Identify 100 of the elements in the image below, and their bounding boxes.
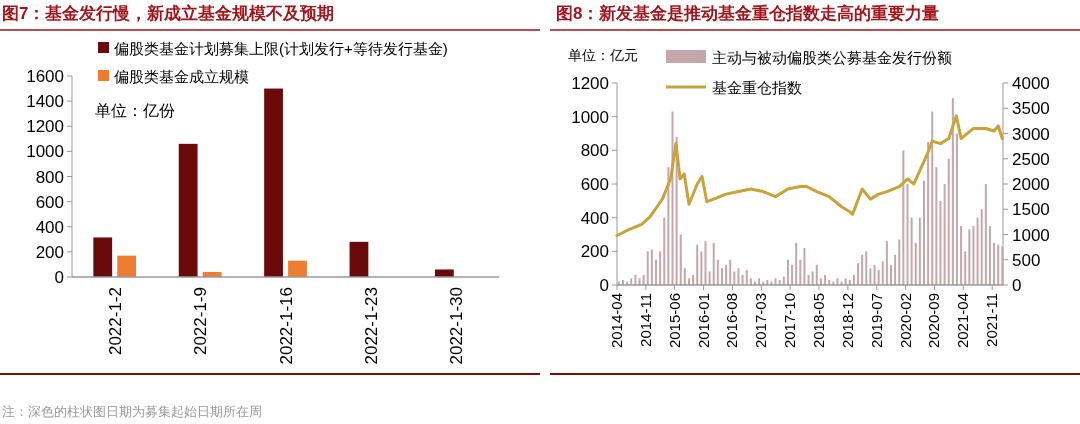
- bar: [725, 264, 728, 285]
- chart-title: 图8：新发基金是推动基金重仓指数走高的重要力量: [556, 4, 940, 23]
- y2-tick-label: 3000: [1012, 124, 1050, 144]
- bar: [758, 278, 761, 285]
- bar: [737, 268, 740, 285]
- bar: [964, 251, 967, 285]
- y2-tick-label: 500: [1012, 250, 1041, 270]
- y-tick-label: 800: [580, 141, 609, 161]
- bar: [927, 141, 930, 285]
- bar: [288, 260, 307, 277]
- x-tick-label: 2021-11: [983, 293, 1001, 347]
- x-tick-label: 2022-1-9: [191, 287, 211, 356]
- y-tick-label: 0: [599, 276, 609, 295]
- bar: [918, 217, 921, 285]
- y-tick-label: 400: [580, 208, 609, 228]
- bar: [955, 133, 958, 285]
- legend-label: 基金重仓指数: [712, 79, 802, 96]
- x-tick-label: 2015-06: [665, 293, 683, 349]
- x-tick-label: 2014-04: [608, 293, 625, 349]
- bar: [692, 274, 695, 285]
- bar: [774, 278, 777, 285]
- bar: [712, 242, 715, 285]
- bar: [861, 254, 864, 285]
- x-tick-label: 2020-09: [925, 293, 943, 349]
- bar: [434, 269, 454, 277]
- bar: [659, 251, 662, 285]
- bar: [93, 237, 113, 277]
- bar: [786, 259, 789, 285]
- bar: [807, 274, 810, 285]
- bar: [988, 226, 991, 285]
- x-tick-label: 2017-10: [781, 293, 799, 349]
- bar: [741, 274, 744, 285]
- bar: [791, 264, 794, 285]
- bar: [906, 184, 909, 285]
- bar: [943, 184, 946, 285]
- bar: [894, 254, 897, 285]
- bar: [922, 180, 925, 285]
- bar: [951, 98, 954, 285]
- y-tick-label: 400: [35, 217, 64, 237]
- x-tick-label: 2018-12: [838, 293, 856, 349]
- annotation: 单位：亿份: [95, 102, 175, 119]
- bar: [939, 200, 942, 285]
- bar: [655, 259, 657, 285]
- y-tick-label: 800: [35, 167, 64, 187]
- y2-tick-label: 4000: [1012, 74, 1050, 93]
- y-tick-label: 600: [580, 175, 609, 194]
- bar: [745, 269, 748, 285]
- bar: [634, 274, 637, 285]
- bar: [869, 268, 872, 285]
- bar: [663, 217, 666, 285]
- bar: [178, 143, 198, 277]
- y-tick-label: 1400: [26, 92, 64, 112]
- chart-title: 图7：基金发行慢，新成立基金规模不及预期: [2, 4, 335, 23]
- bar: [650, 249, 653, 285]
- bar: [873, 264, 876, 285]
- x-tick-label: 2016-01: [694, 293, 712, 349]
- y2-tick-label: 1500: [1012, 200, 1050, 220]
- y2-tick-label: 1000: [1012, 225, 1050, 245]
- x-tick-label: 2022-1-30: [447, 287, 467, 365]
- bar: [947, 158, 950, 285]
- y-tick-label: 1200: [26, 117, 64, 137]
- x-tick-label: 2022-1-23: [361, 287, 381, 365]
- y-tick-label: 1200: [571, 74, 609, 93]
- bar: [898, 239, 901, 285]
- bar: [799, 259, 802, 285]
- bar: [687, 278, 690, 285]
- bar: [630, 278, 633, 285]
- bar: [910, 217, 913, 285]
- bar: [117, 255, 137, 277]
- bar: [885, 241, 888, 285]
- bar: [980, 209, 983, 285]
- bar: [836, 278, 839, 285]
- bar: [852, 274, 855, 285]
- y-tick-label: 200: [35, 242, 64, 262]
- x-tick-label: 2022-1-2: [105, 287, 125, 356]
- bar: [749, 278, 752, 285]
- y-tick-label: 1000: [571, 107, 609, 127]
- legend-label: 偏股类基金成立规模: [114, 68, 249, 85]
- bar: [819, 278, 822, 285]
- bar: [935, 167, 938, 285]
- bar: [877, 269, 880, 285]
- y2-tick-label: 3500: [1012, 99, 1050, 119]
- bar: [857, 263, 860, 285]
- bar: [865, 251, 868, 285]
- bar: [902, 150, 905, 285]
- y2-tick-label: 0: [1012, 276, 1022, 295]
- y-tick-label: 1600: [26, 67, 64, 86]
- bar: [683, 268, 686, 285]
- bar: [716, 259, 719, 285]
- bar: [704, 241, 707, 285]
- bar: [914, 242, 917, 285]
- y2-tick-label: 2500: [1012, 149, 1050, 169]
- bar: [984, 184, 987, 285]
- text: 单位：亿元: [568, 47, 638, 63]
- text: 注：深色的柱状图日期为募集起始日期所在周: [2, 404, 262, 419]
- bar: [968, 229, 971, 285]
- bar: [815, 264, 818, 285]
- bar: [642, 274, 645, 285]
- x-tick-label: 2018-05: [810, 293, 828, 349]
- y2-tick-label: 2000: [1012, 175, 1050, 194]
